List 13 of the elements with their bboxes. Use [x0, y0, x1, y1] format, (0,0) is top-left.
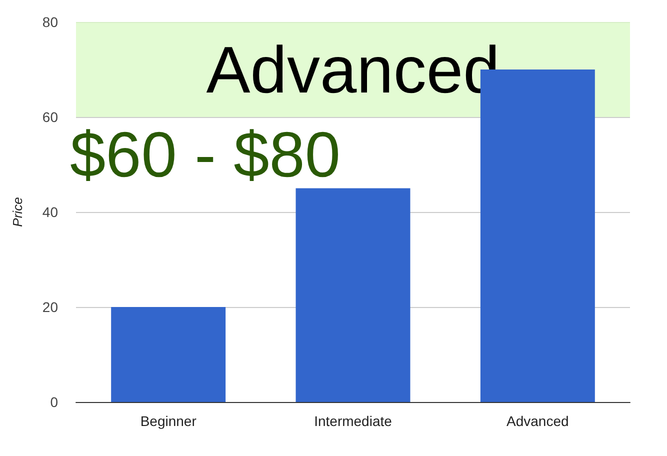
y-tick-label: 0 — [50, 394, 58, 410]
x-tick-label: Advanced — [506, 413, 569, 429]
y-axis-title: Price — [10, 197, 25, 227]
y-tick-label: 60 — [42, 109, 58, 125]
bar — [296, 188, 410, 402]
annotation: $60 - $80 — [70, 118, 340, 190]
bar — [111, 307, 226, 402]
x-tick-label: Beginner — [140, 413, 197, 429]
band-label: Advanced — [206, 32, 500, 106]
y-tick-label: 20 — [42, 299, 58, 315]
x-tick-label: Intermediate — [314, 413, 392, 429]
y-tick-label: 80 — [42, 14, 58, 30]
y-tick-label: 40 — [42, 204, 58, 220]
